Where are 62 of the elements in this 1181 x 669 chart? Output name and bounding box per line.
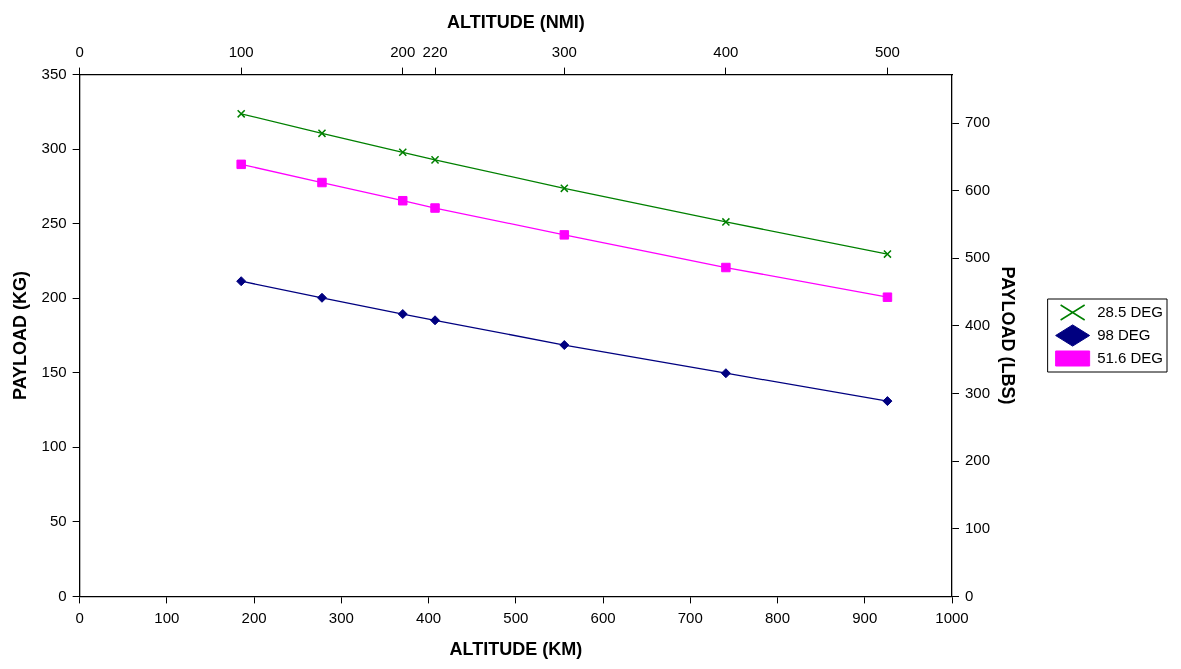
y-tick-label: 200 — [41, 288, 67, 306]
y2-tick-label: 600 — [965, 180, 991, 198]
y2-axis-title: PAYLOAD (LBS) — [997, 266, 1018, 405]
y-tick-label: 0 — [58, 586, 67, 604]
point — [882, 396, 893, 407]
point — [883, 249, 892, 259]
point — [398, 195, 408, 206]
point — [882, 292, 893, 302]
y-tick-label: 250 — [41, 213, 67, 231]
y-tick-label: 50 — [49, 512, 67, 529]
y-tick-label: 300 — [41, 139, 67, 157]
point — [430, 155, 440, 165]
x2-tick-label: 400 — [713, 42, 739, 60]
x-tick-label: 400 — [416, 608, 442, 626]
x-tick-label: 100 — [154, 608, 180, 626]
x2-tick-label: 200 — [390, 42, 416, 60]
y-axis-title: PAYLOAD (KG) — [9, 270, 30, 401]
y-tick-label: 100 — [41, 437, 67, 455]
x-tick-label: 800 — [765, 608, 791, 626]
y2-tick-label: 300 — [965, 383, 991, 401]
x-tick-label: 900 — [852, 608, 878, 626]
point — [236, 159, 246, 170]
x-tick-label: 500 — [503, 608, 529, 626]
legend-label: 51.6 DEG — [1097, 348, 1164, 366]
y2-tick-label: 100 — [965, 518, 991, 536]
point — [317, 129, 327, 138]
point — [430, 315, 441, 326]
point — [317, 177, 327, 188]
x-tick-label: 1000 — [935, 608, 969, 626]
y2-tick-label: 500 — [965, 248, 991, 266]
x-tick-label: 700 — [677, 608, 703, 626]
x2-tick-label: 300 — [551, 42, 577, 60]
x2-tick-label: 220 — [422, 42, 448, 60]
y2-tick-label: 400 — [965, 316, 991, 334]
point — [721, 217, 731, 227]
x-tick-label: 200 — [241, 608, 267, 626]
point — [720, 368, 731, 379]
y-tick-label: 150 — [41, 362, 67, 380]
x2-tick-label: 500 — [874, 42, 900, 60]
y2-tick-label: 200 — [965, 451, 991, 469]
legend-label: 98 DEG — [1097, 325, 1151, 343]
point — [236, 109, 246, 119]
y2-tick-label: 700 — [965, 113, 991, 131]
point — [559, 230, 570, 240]
x-tick-label: 0 — [75, 608, 84, 626]
y2-tick-label: 0 — [965, 586, 974, 604]
x-tick-label: 300 — [328, 608, 354, 626]
x2-axis-title: ALTITUDE (NMI) — [447, 11, 585, 32]
point — [430, 203, 440, 213]
x2-tick-label: 0 — [75, 42, 84, 60]
point — [316, 292, 327, 303]
y-tick-label: 350 — [41, 64, 67, 82]
legend-label: 28.5 DEG — [1097, 302, 1164, 320]
x2-tick-label: 100 — [228, 42, 254, 60]
point — [398, 147, 408, 157]
point — [721, 262, 731, 273]
point — [559, 340, 570, 351]
x-tick-label: 600 — [590, 608, 616, 626]
x-axis-title: ALTITUDE (KM) — [449, 639, 583, 660]
point — [560, 184, 569, 193]
point — [236, 276, 247, 287]
point — [397, 309, 408, 320]
